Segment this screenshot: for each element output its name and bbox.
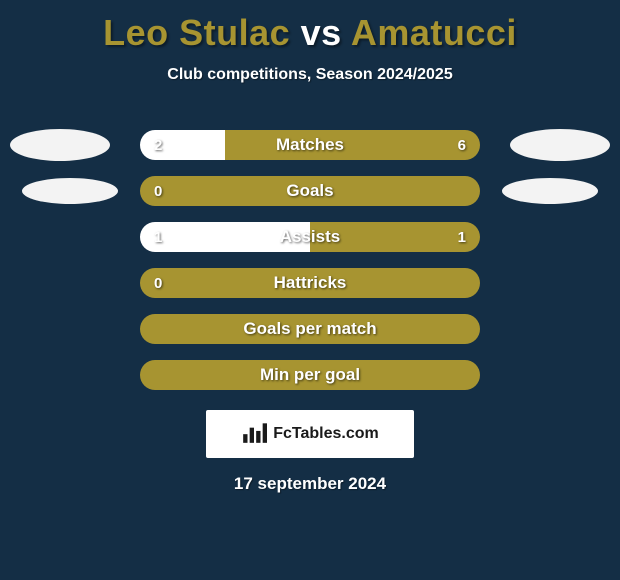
stat-bar-player-a [140, 130, 225, 160]
comparison-chart: Matches26 Goals0 Assists11 Hattricks0 Goals … [0, 122, 620, 398]
stat-bar-player-b [140, 360, 480, 390]
title-vs: vs [301, 12, 351, 53]
stat-row: Goals0 [0, 168, 620, 214]
stat-bar-player-a [140, 222, 310, 252]
stat-bar: Min per goal [140, 360, 480, 390]
subtitle: Club competitions, Season 2024/2025 [0, 66, 620, 84]
date-text: 17 september 2024 [0, 474, 620, 494]
brand-badge: FcTables.com [206, 410, 414, 458]
stat-bar: Goals0 [140, 176, 480, 206]
stat-row: Hattricks0 [0, 260, 620, 306]
stat-row: Matches26 [0, 122, 620, 168]
bar-chart-icon [241, 419, 267, 450]
stat-bar-player-b [310, 222, 480, 252]
page-title: Leo Stulac vs Amatucci [0, 0, 620, 54]
stat-bar: Assists11 [140, 222, 480, 252]
stat-row: Goals per match [0, 306, 620, 352]
stat-bar: Matches26 [140, 130, 480, 160]
stat-bar: Hattricks0 [140, 268, 480, 298]
stat-row: Assists11 [0, 214, 620, 260]
stat-row: Min per goal [0, 352, 620, 398]
stat-bar-player-b [140, 314, 480, 344]
brand-text: FcTables.com [273, 425, 379, 443]
player-b-logo-placeholder [502, 178, 598, 204]
stat-bar-player-b [140, 268, 480, 298]
stat-bar: Goals per match [140, 314, 480, 344]
player-b-logo-placeholder [510, 129, 610, 161]
player-a-logo-placeholder [10, 129, 110, 161]
title-player-b: Amatucci [351, 12, 517, 53]
stat-bar-player-b [140, 176, 480, 206]
title-player-a: Leo Stulac [103, 12, 290, 53]
stat-bar-player-b [225, 130, 480, 160]
player-a-logo-placeholder [22, 178, 118, 204]
